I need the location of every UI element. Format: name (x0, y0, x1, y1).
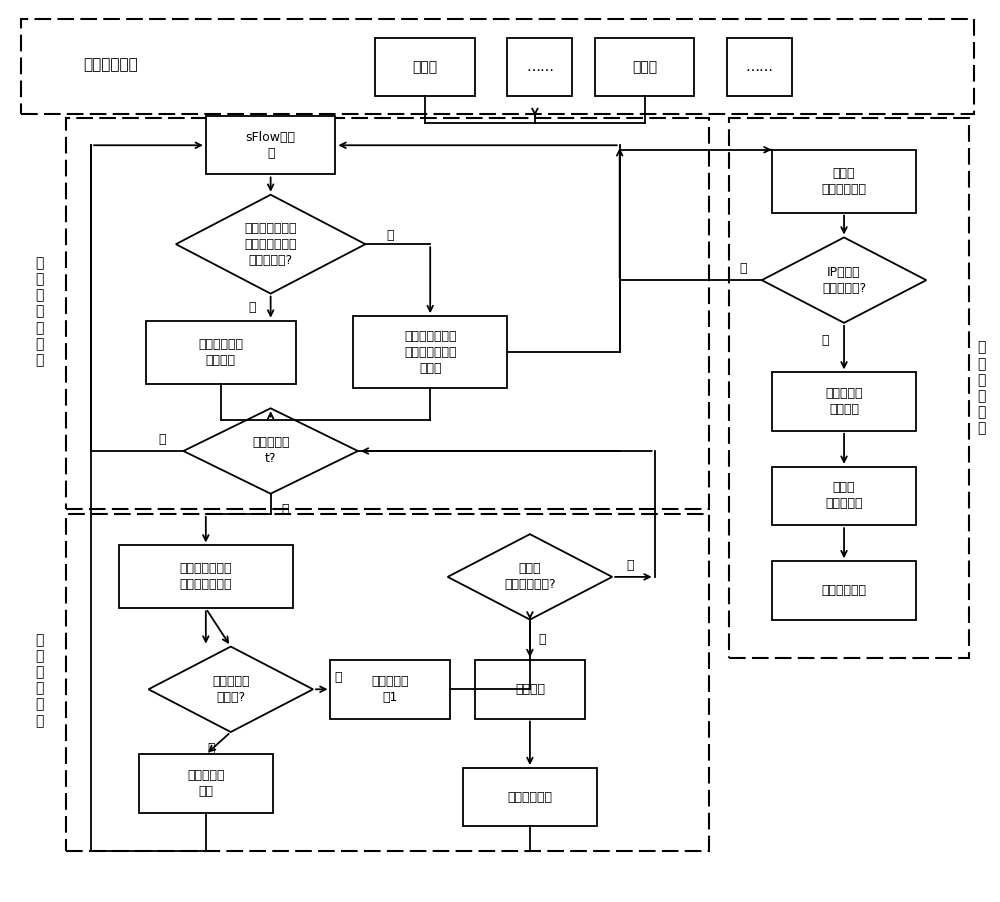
Text: 数
据
预
处
理
模
块: 数 据 预 处 理 模 块 (35, 256, 43, 367)
Text: 控制器
流表项下发: 控制器 流表项下发 (825, 482, 863, 511)
Text: IP是否在
白名单列表?: IP是否在 白名单列表? (822, 266, 866, 295)
Bar (772, 373, 916, 431)
Bar (66, 118, 709, 510)
Bar (729, 118, 969, 658)
Text: 异常攻击: 异常攻击 (515, 683, 545, 695)
Bar (772, 561, 916, 620)
Bar (507, 38, 572, 97)
Text: 哈希表
异常表项提取: 哈希表 异常表项提取 (822, 167, 867, 196)
Bar (375, 38, 475, 97)
Text: 是: 是 (334, 671, 342, 684)
Text: 增加哈希表对应
的表项出现次数
计数器: 增加哈希表对应 的表项出现次数 计数器 (404, 329, 456, 374)
Bar (727, 38, 792, 97)
Text: 异常计数器
清空: 异常计数器 清空 (187, 769, 225, 798)
Bar (146, 320, 296, 383)
Text: ……: …… (745, 60, 773, 74)
Text: 是: 是 (538, 633, 546, 646)
Text: 异
常
检
测
模
块: 异 常 检 测 模 块 (35, 633, 43, 728)
Text: sFlow数据
包: sFlow数据 包 (246, 131, 296, 160)
Text: 交换机: 交换机 (632, 60, 657, 74)
Text: ……: …… (526, 60, 554, 74)
Bar (21, 19, 974, 114)
Bar (66, 514, 709, 851)
Polygon shape (183, 409, 358, 493)
Text: 判断攻击类型: 判断攻击类型 (507, 791, 552, 804)
Text: 交换机: 交换机 (413, 60, 438, 74)
Text: 异常告警提示: 异常告警提示 (822, 584, 867, 597)
Bar (772, 466, 916, 525)
Bar (206, 116, 335, 174)
Bar (353, 316, 507, 388)
Text: 是: 是 (282, 503, 289, 517)
Bar (139, 754, 273, 813)
Text: 计数器
达到计数阈值?: 计数器 达到计数阈值? (504, 562, 556, 592)
Bar (772, 150, 916, 213)
Polygon shape (176, 195, 365, 294)
Text: 计算时间窗内各
指标表项的熵值: 计算时间窗内各 指标表项的熵值 (180, 562, 232, 592)
Text: 时间窗间隔
t?: 时间窗间隔 t? (252, 437, 289, 465)
Text: 否: 否 (158, 433, 165, 446)
Text: 异
常
阻
截
模
块: 异 常 阻 截 模 块 (977, 341, 986, 436)
Text: 否: 否 (822, 335, 829, 347)
Bar (595, 38, 694, 97)
Text: 是: 是 (739, 262, 747, 275)
Polygon shape (448, 534, 612, 620)
Text: 数据采集模块: 数据采集模块 (83, 57, 138, 72)
Text: 解析数据包对应
指标判断对应表
项是否存在?: 解析数据包对应 指标判断对应表 项是否存在? (244, 222, 297, 267)
Text: 否: 否 (626, 558, 634, 572)
Bar (475, 660, 585, 719)
Text: 否: 否 (248, 300, 256, 314)
Polygon shape (148, 647, 313, 732)
Text: 异常计数器
加1: 异常计数器 加1 (372, 675, 409, 704)
Bar (119, 546, 293, 608)
Bar (463, 768, 597, 826)
Polygon shape (762, 237, 926, 323)
Text: 添加到对应指
标哈希表: 添加到对应指 标哈希表 (198, 337, 243, 366)
Bar (330, 660, 450, 719)
Text: 是: 是 (387, 229, 394, 242)
Text: 是否小于异
常阈值?: 是否小于异 常阈值? (212, 675, 250, 704)
Text: 阻截流表项
动态生成: 阻截流表项 动态生成 (825, 387, 863, 416)
Text: 否: 否 (207, 741, 215, 755)
